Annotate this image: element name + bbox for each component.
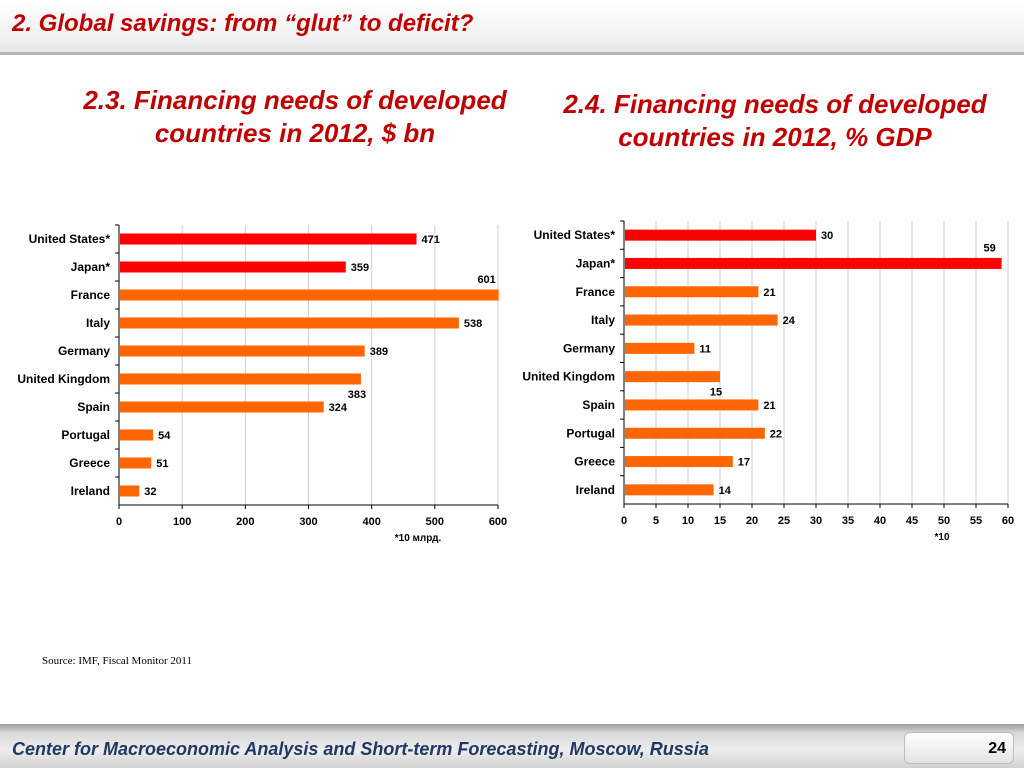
x-tick-label: 5 <box>653 515 659 527</box>
x-tick-label: 0 <box>621 515 627 527</box>
x-tick-label: 600 <box>489 516 507 528</box>
data-label: 59 <box>983 242 995 254</box>
data-label: 54 <box>158 430 171 442</box>
category-label: United Kingdom <box>522 370 615 384</box>
bar <box>120 345 365 357</box>
category-label: Portugal <box>566 426 615 440</box>
data-label: 538 <box>464 318 482 330</box>
bar <box>625 257 1002 269</box>
source-note: Source: IMF, Fiscal Monitor 2011 <box>42 655 192 667</box>
data-label: 14 <box>719 485 732 497</box>
category-label: Greece <box>69 456 110 470</box>
bar <box>625 399 759 411</box>
category-label: Italy <box>591 313 615 327</box>
data-label: 24 <box>783 315 796 327</box>
data-label: 389 <box>370 346 388 358</box>
x-tick-label: 500 <box>426 516 444 528</box>
category-label: United States* <box>29 232 111 246</box>
x-tick-label: 300 <box>299 516 317 528</box>
category-label: France <box>71 288 111 302</box>
page-number-box <box>904 732 1014 764</box>
x-tick-label: 55 <box>970 515 982 527</box>
category-label: Germany <box>58 344 110 358</box>
axis-footnote: *10 млрд. <box>395 533 442 544</box>
x-tick-label: 50 <box>938 515 950 527</box>
bar <box>120 289 499 301</box>
footer-bar <box>0 724 1024 768</box>
data-label: 383 <box>348 389 366 401</box>
bar <box>625 371 720 383</box>
category-label: United Kingdom <box>17 372 110 386</box>
category-label: France <box>576 285 616 299</box>
data-label: 11 <box>699 343 711 355</box>
bar <box>625 456 733 468</box>
data-label: 30 <box>821 230 833 242</box>
chart-title-usd: 2.3. Financing needs of developed countr… <box>83 85 507 148</box>
bar <box>625 286 759 298</box>
slide-header <box>0 0 1024 52</box>
category-label: Japan* <box>71 260 111 274</box>
category-label: Greece <box>574 455 615 469</box>
data-label: 324 <box>329 402 348 414</box>
bar <box>120 401 324 413</box>
x-tick-label: 200 <box>236 516 254 528</box>
x-tick-label: 10 <box>682 515 694 527</box>
category-label: Ireland <box>576 483 615 497</box>
bar <box>625 229 816 241</box>
data-label: 17 <box>738 457 750 469</box>
slide-title: 2. Global savings: from “glut” to defici… <box>12 10 474 37</box>
x-tick-label: 100 <box>173 516 191 528</box>
category-label: Japan* <box>576 256 616 270</box>
bar <box>625 484 714 496</box>
bar <box>625 342 695 354</box>
axis-footnote: *10 <box>934 532 949 543</box>
x-tick-label: 60 <box>1002 515 1014 527</box>
data-label: 21 <box>763 400 775 412</box>
x-tick-label: 30 <box>810 515 822 527</box>
x-tick-label: 35 <box>842 515 854 527</box>
category-label: Germany <box>563 341 615 355</box>
category-label: Ireland <box>71 484 110 498</box>
data-label: 601 <box>477 274 495 286</box>
data-label: 21 <box>763 287 775 299</box>
bar <box>120 485 140 497</box>
page-number: 24 <box>988 740 1006 757</box>
bar <box>120 233 417 245</box>
category-label: United States* <box>534 228 616 242</box>
bar <box>120 261 346 273</box>
bar <box>120 373 361 385</box>
data-label: 32 <box>144 486 156 498</box>
bar <box>120 429 154 441</box>
header-divider <box>0 52 1024 55</box>
data-label: 15 <box>710 387 722 399</box>
category-label: Spain <box>77 400 110 414</box>
x-tick-label: 45 <box>906 515 918 527</box>
data-label: 22 <box>770 428 782 440</box>
x-tick-label: 40 <box>874 515 886 527</box>
data-label: 359 <box>351 262 369 274</box>
category-label: Italy <box>86 316 110 330</box>
x-tick-label: 400 <box>362 516 380 528</box>
data-label: 471 <box>422 234 440 246</box>
bar <box>120 317 459 329</box>
x-tick-label: 0 <box>116 516 122 528</box>
x-tick-label: 15 <box>714 515 726 527</box>
bar <box>625 314 778 326</box>
bar <box>625 427 765 439</box>
chart-title-gdp: 2.4. Financing needs of developed countr… <box>563 89 987 152</box>
category-label: Spain <box>582 398 615 412</box>
x-tick-label: 20 <box>746 515 758 527</box>
category-label: Portugal <box>61 428 110 442</box>
x-tick-label: 25 <box>778 515 790 527</box>
data-label: 51 <box>156 458 168 470</box>
bar <box>120 457 152 469</box>
footer-text: Center for Macroeconomic Analysis and Sh… <box>12 739 709 759</box>
